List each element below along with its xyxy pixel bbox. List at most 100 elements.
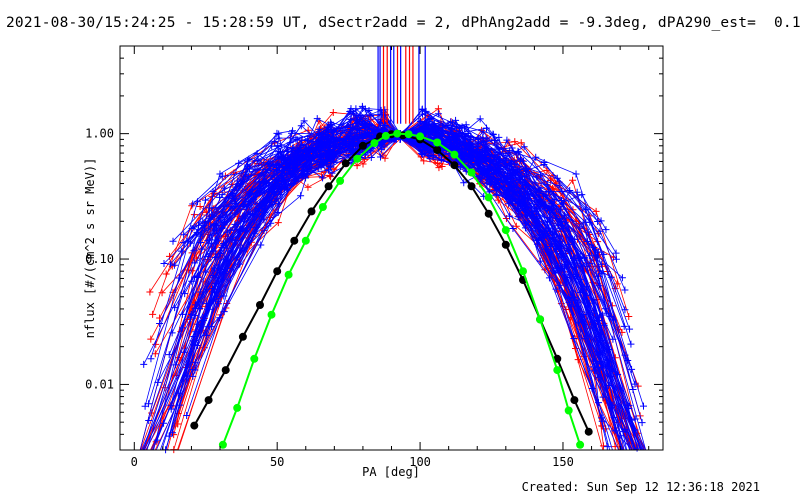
profile-marker bbox=[325, 166, 333, 174]
profile-marker bbox=[592, 207, 600, 215]
profile-line bbox=[174, 137, 401, 308]
profile-marker bbox=[594, 252, 602, 260]
y-tick-label: 0.01 bbox=[85, 377, 114, 391]
profile-marker bbox=[476, 115, 484, 123]
profile-marker bbox=[211, 236, 219, 244]
profile-marker bbox=[180, 231, 188, 239]
profile-marker bbox=[583, 303, 591, 311]
profile-marker bbox=[518, 193, 526, 201]
profile-marker bbox=[274, 219, 282, 227]
profile-marker bbox=[214, 300, 222, 308]
profile-marker bbox=[462, 121, 470, 129]
chart-title: 2021-08-30/15:24:25 - 15:28:59 UT, dSect… bbox=[6, 15, 800, 31]
fit-point bbox=[553, 354, 562, 363]
profile-marker bbox=[234, 253, 242, 261]
profile-marker bbox=[359, 132, 367, 140]
profile-marker bbox=[153, 436, 161, 444]
fit-point bbox=[553, 366, 562, 375]
profile-marker bbox=[286, 161, 294, 169]
profile-marker bbox=[627, 340, 635, 348]
profile-marker bbox=[323, 146, 331, 154]
profile-marker bbox=[303, 168, 311, 176]
profile-marker bbox=[365, 125, 373, 133]
profile-marker bbox=[205, 204, 213, 212]
fit-point bbox=[204, 396, 213, 405]
fit-point bbox=[450, 161, 459, 170]
fit-point bbox=[238, 332, 247, 341]
profile-marker bbox=[543, 218, 551, 226]
profile-marker bbox=[540, 160, 548, 168]
profile-marker bbox=[223, 228, 231, 236]
profile-marker bbox=[216, 214, 224, 222]
profile-marker bbox=[287, 129, 295, 137]
profile-marker bbox=[186, 239, 194, 247]
profile-marker bbox=[304, 183, 312, 191]
profile-marker bbox=[639, 402, 647, 410]
profile-marker bbox=[211, 280, 219, 288]
profile-marker bbox=[492, 187, 500, 195]
profile-marker bbox=[145, 400, 153, 408]
fit-point bbox=[256, 301, 264, 309]
profile-marker bbox=[199, 218, 207, 226]
profile-marker bbox=[476, 175, 484, 183]
profile-marker bbox=[313, 115, 321, 123]
profile-marker bbox=[520, 143, 528, 151]
profile-marker bbox=[197, 245, 205, 253]
profile-marker bbox=[494, 177, 502, 185]
profile-line bbox=[400, 131, 602, 362]
fit-point bbox=[570, 396, 579, 405]
profile-marker bbox=[540, 192, 548, 200]
profile-line bbox=[399, 124, 627, 451]
profile-marker bbox=[298, 171, 306, 179]
profile-marker bbox=[430, 122, 438, 130]
fit-point bbox=[273, 267, 282, 276]
profile-marker bbox=[508, 144, 516, 152]
profile-marker bbox=[517, 139, 525, 147]
y-axis: 1.00 0.10 0.01 bbox=[85, 45, 663, 451]
profile-marker bbox=[274, 148, 282, 156]
fit-point bbox=[250, 354, 259, 363]
profile-marker bbox=[220, 292, 228, 300]
profile-marker bbox=[149, 310, 157, 318]
fit-point bbox=[501, 226, 510, 235]
fit-point bbox=[370, 139, 379, 148]
fit-point bbox=[324, 182, 333, 191]
profile-marker bbox=[545, 274, 553, 282]
profile-marker bbox=[354, 118, 362, 126]
fit-point bbox=[318, 203, 327, 211]
profile-marker bbox=[566, 186, 574, 194]
profile-marker bbox=[572, 217, 580, 225]
y-axis-label: nflux [#/(cm^2 s sr MeV)] bbox=[83, 158, 97, 339]
profile-marker bbox=[166, 252, 174, 260]
fit-point bbox=[416, 132, 425, 141]
profile-marker bbox=[151, 350, 159, 358]
fit-point bbox=[190, 421, 199, 430]
profile-line bbox=[202, 132, 401, 223]
profile-marker bbox=[265, 182, 273, 190]
profile-marker bbox=[603, 309, 611, 317]
profile-marker bbox=[359, 160, 367, 168]
profile-marker bbox=[298, 136, 306, 144]
profile-marker bbox=[573, 188, 581, 196]
profile-marker bbox=[521, 172, 529, 180]
profile-marker bbox=[257, 241, 265, 249]
profile-marker bbox=[293, 144, 301, 152]
profile-marker bbox=[365, 107, 373, 115]
profile-marker bbox=[196, 202, 204, 210]
fit-point bbox=[484, 193, 493, 202]
measured-profiles bbox=[139, 102, 647, 454]
profile-marker bbox=[274, 208, 282, 216]
profile-marker bbox=[605, 345, 613, 353]
profile-marker bbox=[319, 174, 327, 182]
profile-marker bbox=[515, 148, 523, 156]
profile-marker bbox=[243, 165, 251, 173]
profile-marker bbox=[569, 176, 577, 184]
profile-marker bbox=[320, 140, 328, 148]
fit-point bbox=[467, 182, 476, 191]
profile-marker bbox=[426, 155, 434, 163]
profile-marker bbox=[327, 118, 335, 126]
profile-line bbox=[157, 124, 401, 383]
profile-marker bbox=[273, 129, 281, 137]
profile-marker bbox=[359, 122, 367, 130]
profile-marker bbox=[361, 151, 369, 159]
